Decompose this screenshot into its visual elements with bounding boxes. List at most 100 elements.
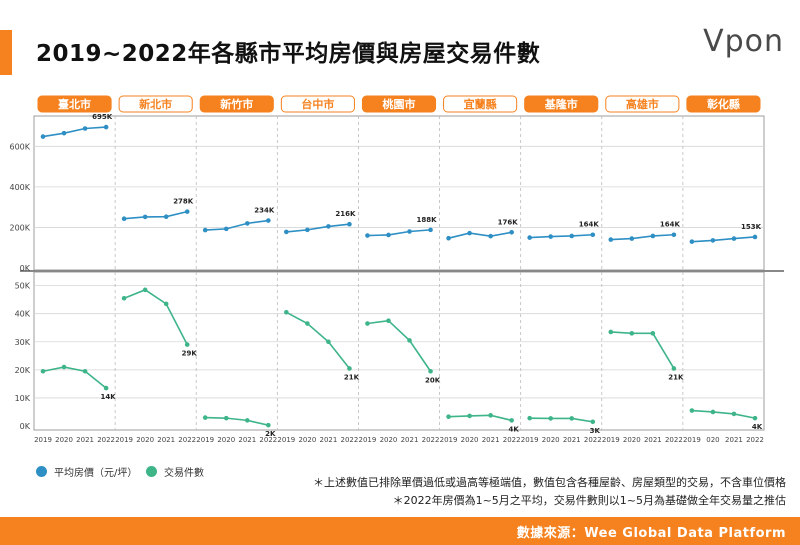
bottom-ytick-label: 50K — [15, 282, 31, 291]
title-accent-bar — [0, 30, 12, 75]
count-point — [689, 408, 695, 413]
count-point — [731, 411, 737, 417]
count-end-label: 2K — [265, 430, 276, 438]
bottom-ytick-label: 30K — [15, 338, 31, 347]
x-tick-label: 2021 — [238, 436, 256, 444]
price-point — [305, 227, 310, 233]
legend-count: 交易件數 — [146, 464, 204, 479]
price-point — [142, 214, 148, 220]
count-point — [608, 329, 614, 335]
price-series-line — [124, 210, 188, 220]
count-point — [407, 338, 412, 343]
price-end-label: 188K — [417, 216, 438, 224]
count-point — [386, 318, 391, 324]
top-ytick-label: 0K — [20, 264, 31, 273]
count-point — [446, 414, 451, 420]
city-header-label: 高雄市 — [626, 97, 659, 111]
count-point — [82, 368, 88, 374]
count-point — [202, 415, 208, 420]
count-point — [710, 409, 716, 415]
count-end-label: 14K — [101, 393, 117, 401]
price-point — [202, 227, 208, 233]
x-tick-label: 2020 — [542, 436, 560, 444]
x-tick-label: 2019 — [602, 436, 620, 444]
price-series-line — [42, 126, 107, 138]
price-point — [527, 235, 532, 240]
x-tick-label: 2022 — [746, 436, 764, 444]
x-tick-label: 2021 — [563, 436, 581, 444]
price-series-line — [286, 223, 350, 233]
x-tick-label: 2021 — [76, 436, 94, 444]
count-end-label: 3K — [590, 427, 601, 435]
price-point — [386, 232, 391, 238]
count-point — [40, 368, 46, 374]
price-series-line — [205, 219, 269, 231]
count-point — [428, 368, 433, 374]
price-series-line — [448, 231, 512, 239]
count-point — [61, 364, 67, 370]
x-tick-label: 2019 — [521, 436, 539, 444]
price-point — [266, 218, 271, 223]
top-ytick-label: 600K — [9, 142, 30, 151]
x-tick-label: 2022 — [97, 436, 115, 444]
price-point — [548, 234, 554, 239]
x-tick-label: 2020 — [623, 436, 641, 444]
price-point — [509, 230, 514, 235]
city-header-label: 新竹市 — [220, 97, 253, 111]
price-point — [569, 233, 575, 239]
x-tick-label: 2020 — [217, 436, 235, 444]
x-tick-label: 2022 — [178, 436, 196, 444]
count-end-label: 21K — [344, 373, 360, 381]
x-tick-label: 2021 — [644, 436, 662, 444]
count-series-line — [529, 417, 593, 423]
legend-price-label: 平均房價（元/坪） — [54, 468, 138, 479]
city-header-pill — [199, 95, 274, 113]
x-tick-label: 2020 — [461, 436, 479, 444]
price-point — [184, 209, 190, 214]
x-tick-label: 2022 — [422, 436, 440, 444]
price-end-label: 153K — [741, 223, 762, 231]
price-point — [710, 238, 716, 243]
x-tick-label: 2019 — [440, 436, 458, 444]
price-end-label: 695K — [92, 113, 113, 121]
count-point — [509, 418, 514, 423]
x-tick-label: 2019 — [683, 436, 701, 444]
count-point — [284, 309, 289, 315]
x-tick-label: 2020 — [298, 436, 316, 444]
legend-count-label: 交易件數 — [164, 468, 204, 479]
price-point — [731, 236, 737, 241]
x-tick-label: 2020 — [380, 436, 398, 444]
x-tick-label: 2022 — [584, 436, 602, 444]
legend-price-swatch — [36, 466, 47, 477]
count-point — [548, 416, 554, 421]
count-point — [488, 413, 493, 418]
price-end-label: 234K — [254, 207, 275, 215]
price-point — [103, 124, 109, 130]
count-point — [326, 339, 331, 345]
price-point — [428, 227, 433, 233]
price-end-label: 176K — [498, 218, 519, 226]
city-header-label: 桃園市 — [383, 97, 416, 111]
city-header-label: 彰化縣 — [707, 97, 740, 111]
count-series-line — [448, 414, 512, 422]
price-point — [163, 214, 169, 219]
city-header-label: 基隆市 — [544, 97, 578, 111]
x-tick-label: 2021 — [157, 436, 175, 444]
count-point — [223, 415, 229, 421]
city-header-pill — [280, 95, 355, 113]
count-point — [266, 422, 271, 428]
count-end-label: 21K — [668, 373, 684, 381]
city-header-label: 新北市 — [139, 97, 172, 111]
legend-price: 平均房價（元/坪） — [36, 464, 137, 479]
price-series-line — [610, 233, 674, 241]
note-exclusions: ＊上述數值已排除單價過低或過高等極端值，數值包含各種屋齡、房屋類型的交易，不含車… — [313, 476, 786, 489]
count-point — [121, 295, 127, 301]
count-point — [163, 301, 169, 307]
count-end-label: 20K — [425, 376, 441, 384]
city-header-label: 宜蘭縣 — [464, 97, 497, 111]
x-tick-label: 2021 — [482, 436, 500, 444]
price-point — [365, 233, 370, 238]
price-series-line — [529, 233, 593, 239]
x-tick-label: 2021 — [401, 436, 419, 444]
count-end-label: 29K — [182, 350, 198, 358]
